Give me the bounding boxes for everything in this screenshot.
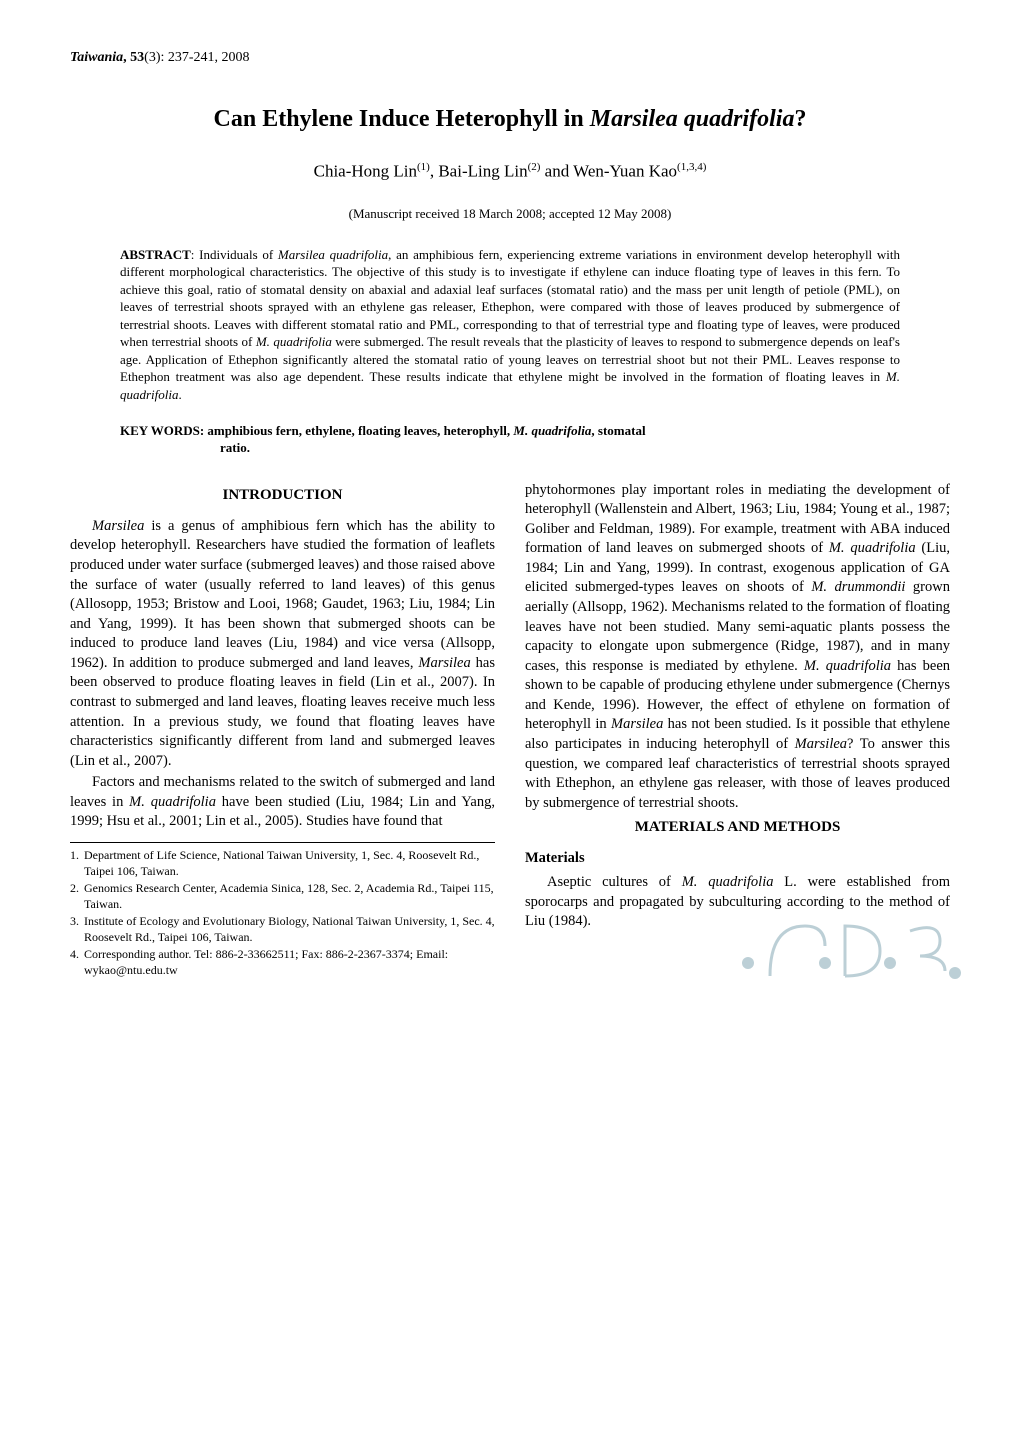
issue-pages: (3): 237-241, 2008 [144,50,249,65]
keywords-label: KEY WORDS: [120,423,207,438]
manuscript-dates: (Manuscript received 18 March 2008; acce… [70,206,950,222]
footnote-2: 2. Genomics Research Center, Academia Si… [70,881,495,912]
author-2-aff: (2) [528,161,541,173]
footnote-text: Institute of Ecology and Evolutionary Bi… [84,914,495,945]
keywords-species: M. quadrifolia [513,423,591,438]
footnote-3: 3. Institute of Ecology and Evolutionary… [70,914,495,945]
materials-subheading: Materials [525,849,950,869]
running-header: Taiwania, 53(3): 237-241, 2008 [70,50,950,66]
species-name: M. drummondii [811,579,905,595]
intro-paragraph-2: Factors and mechanisms related to the sw… [70,773,495,832]
abstract: ABSTRACT: Individuals of Marsilea quadri… [120,246,900,404]
author-1-aff: (1) [417,161,430,173]
intro-paragraph-1: Marsilea is a genus of amphibious fern w… [70,517,495,771]
keywords-text: , stomatal [591,423,645,438]
abstract-species: Marsilea quadrifolia [278,247,388,262]
footnote-4: 4. Corresponding author. Tel: 886-2-3366… [70,947,495,978]
genus-name: Marsilea [795,736,847,752]
authors-line: Chia-Hong Lin(1), Bai-Ling Lin(2) and We… [70,161,950,182]
footnote-1: 1. Department of Life Science, National … [70,848,495,879]
intro-paragraph-2-cont: phytohormones play important roles in me… [525,481,950,814]
materials-methods-heading: MATERIALS AND METHODS [525,817,950,837]
article-title: Can Ethylene Induce Heterophyll in Marsi… [70,106,950,133]
author-1: Chia-Hong Lin [314,162,417,181]
genus-name: Marsilea [611,716,663,732]
journal-name: Taiwania [70,50,123,65]
footnote-text: Corresponding author. Tel: 886-2-3366251… [84,947,495,978]
introduction-heading: INTRODUCTION [70,485,495,505]
keywords-line2: ratio. [120,439,900,457]
title-species: Marsilea quadrifolia [590,106,795,132]
species-name: M. quadrifolia [804,658,891,674]
left-column: INTRODUCTION Marsilea is a genus of amph… [70,481,495,981]
body-text: has been observed to produce floating le… [70,655,495,769]
volume: , 53 [123,50,144,65]
footnote-num: 4. [70,947,84,978]
genus-name: Marsilea [92,518,144,534]
title-suffix: ? [794,106,806,132]
author-3-aff: (1,3,4) [677,161,706,173]
footnote-num: 3. [70,914,84,945]
body-text: Aseptic cultures of [547,874,682,890]
abstract-label: ABSTRACT [120,247,191,262]
affiliations-footnotes: 1. Department of Life Science, National … [70,848,495,979]
body-text: is a genus of amphibious fern which has … [70,518,495,671]
publisher-watermark-icon [730,881,990,996]
footnote-num: 2. [70,881,84,912]
abstract-text: : Individuals of [191,247,278,262]
genus-name: Marsilea [418,655,470,671]
author-2: , Bai-Ling Lin [430,162,528,181]
species-name: M. quadrifolia [829,540,916,556]
abstract-species: M. quadrifolia [256,334,332,349]
author-3: and Wen-Yuan Kao [540,162,677,181]
keywords: KEY WORDS: amphibious fern, ethylene, fl… [120,422,900,457]
title-prefix: Can Ethylene Induce Heterophyll in [214,106,590,132]
footnote-text: Genomics Research Center, Academia Sinic… [84,881,495,912]
abstract-text: . [179,387,182,402]
keywords-text: amphibious fern, ethylene, floating leav… [207,423,513,438]
species-name: M. quadrifolia [129,794,216,810]
footnote-text: Department of Life Science, National Tai… [84,848,495,879]
footnote-separator [70,842,495,843]
footnote-num: 1. [70,848,84,879]
